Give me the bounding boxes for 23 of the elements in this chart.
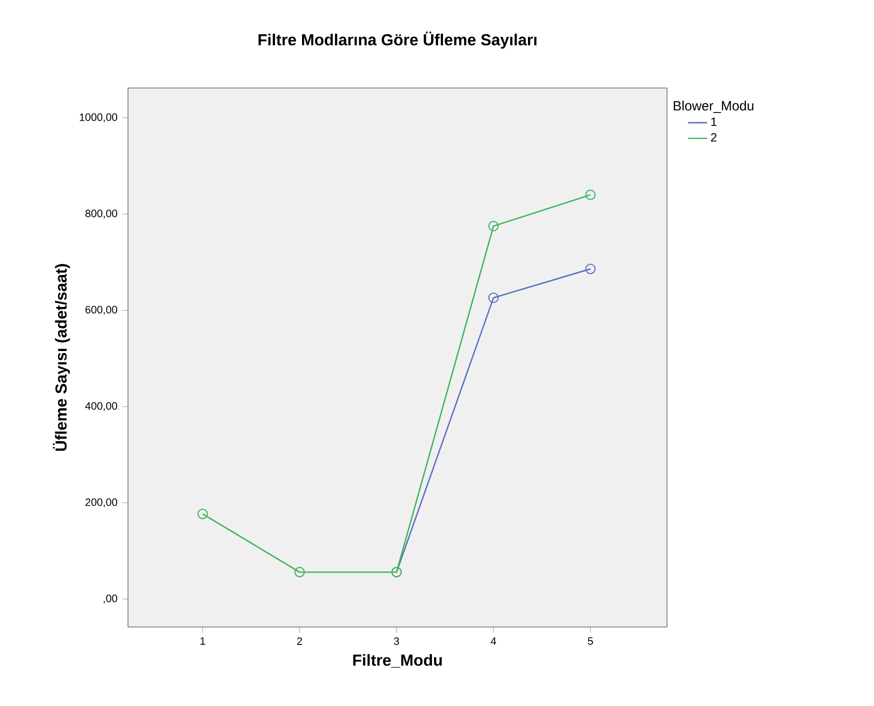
y-tick-label: ,00 <box>104 594 118 604</box>
x-tick-label: 3 <box>394 637 400 645</box>
y-tick-label: 600,00 <box>86 306 118 315</box>
legend-label: 2 <box>711 133 716 142</box>
x-axis-title: Filtre_Modu <box>353 654 442 668</box>
y-tick-label: 1000,00 <box>80 113 118 122</box>
y-tick-label: 400,00 <box>85 402 118 411</box>
point <box>585 264 596 274</box>
x-tick-label: 2 <box>297 637 302 645</box>
point <box>488 292 499 304</box>
x-tick-label: 5 <box>588 637 593 645</box>
point <box>488 220 499 232</box>
y-tick-label: 800,00 <box>85 210 118 218</box>
x-tick-label: 4 <box>490 637 496 645</box>
y-tick-label: 200,00 <box>86 498 118 508</box>
point <box>585 190 596 200</box>
chart-title: Filtre Modlarına Göre Üfleme Sayıları <box>258 32 536 49</box>
legend-title: Blower_Modu <box>674 100 754 114</box>
point <box>197 508 208 520</box>
y-axis-title: Üfleme Sayısı (adet/saat) <box>52 264 70 451</box>
point <box>294 566 305 578</box>
x-tick-label: 1 <box>200 637 206 645</box>
legend-label: 1 <box>711 118 716 126</box>
